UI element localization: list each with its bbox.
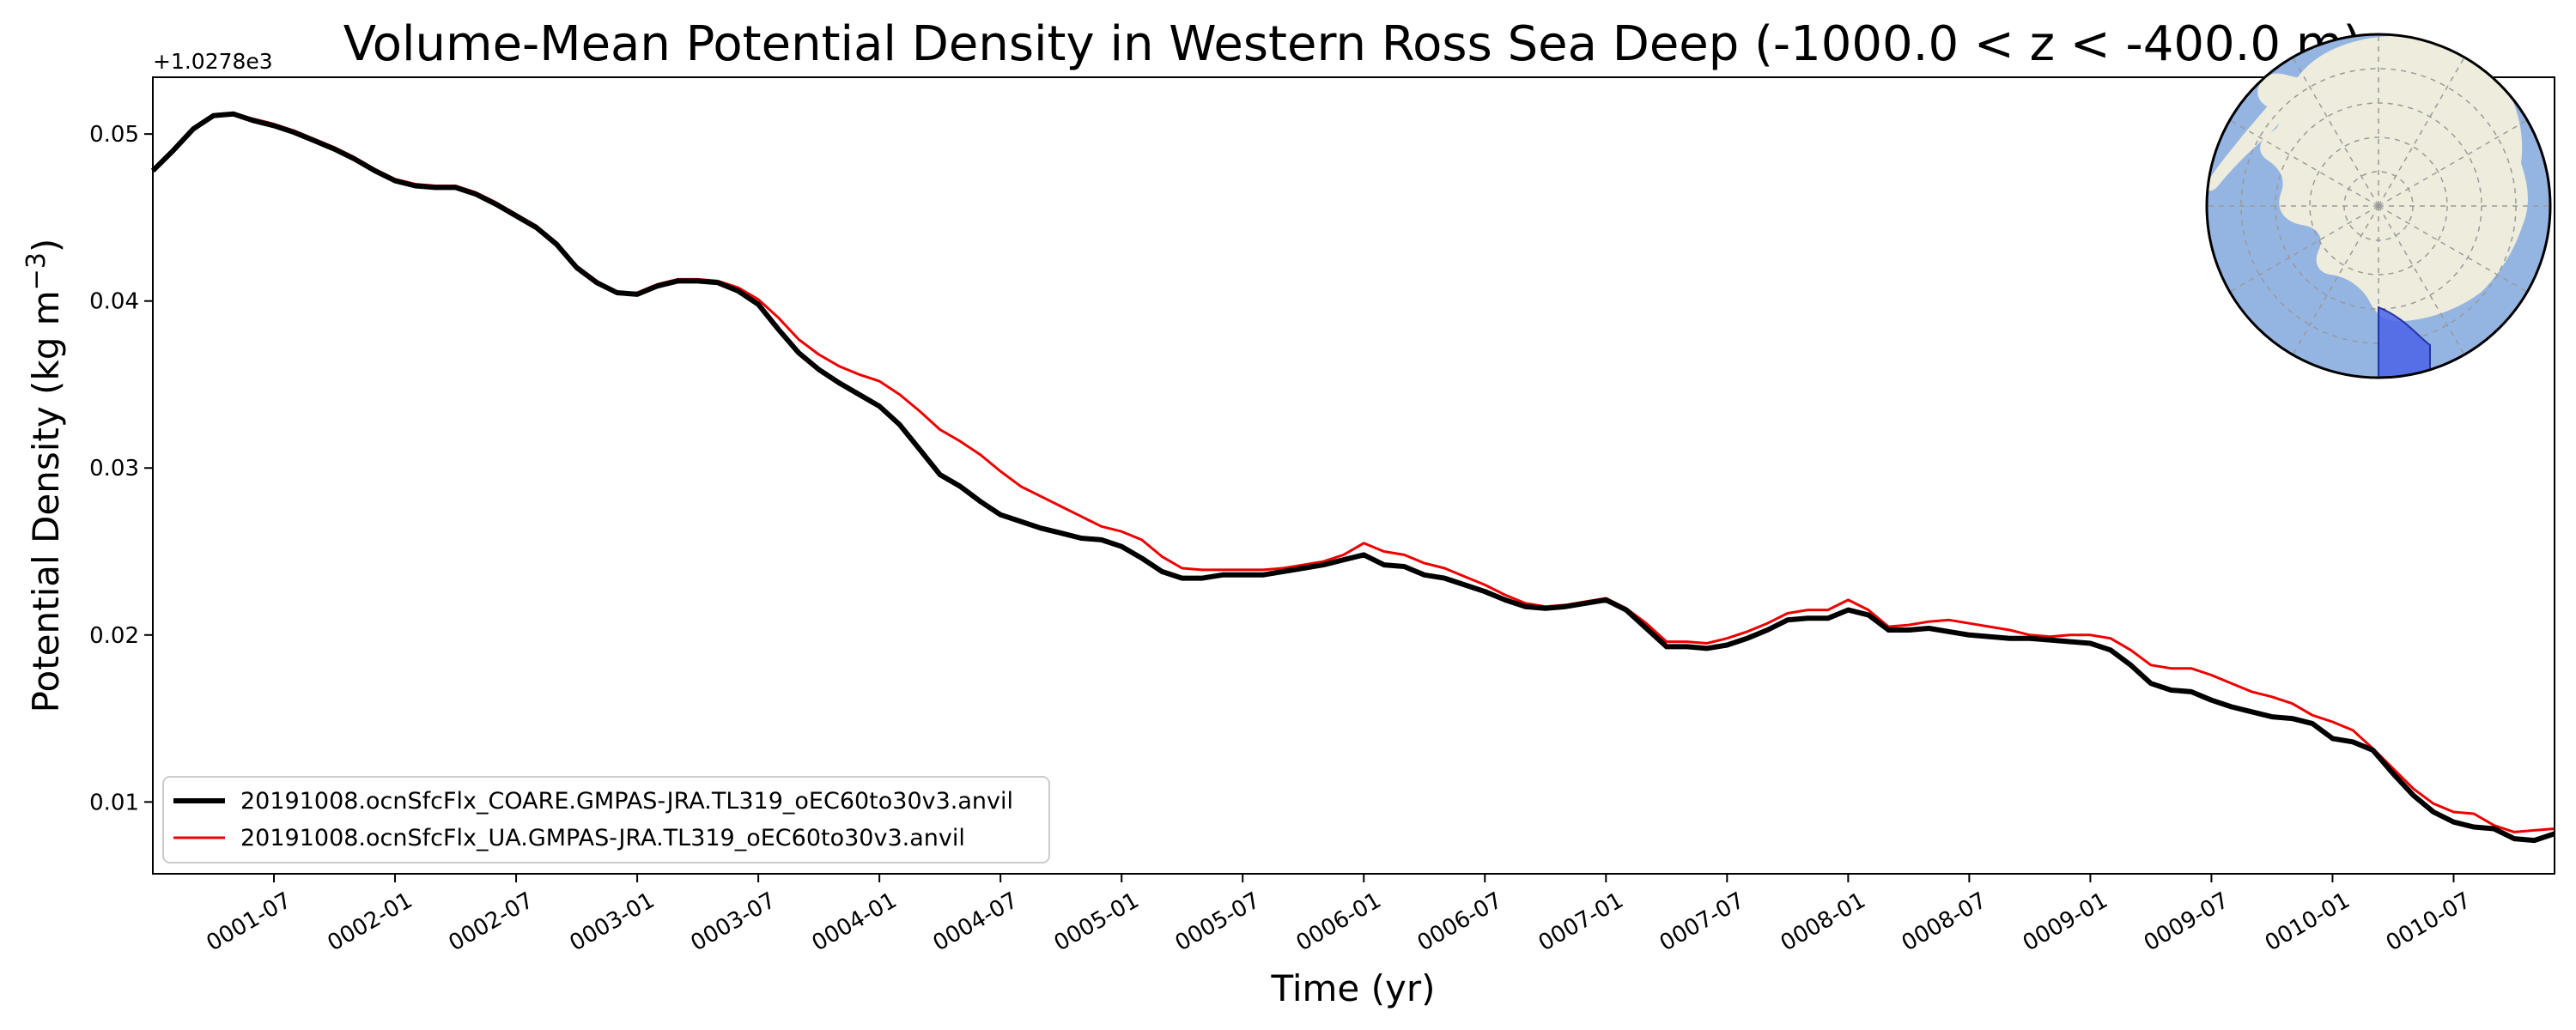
map-meridian-line xyxy=(2378,119,2528,207)
series-lines xyxy=(150,111,2555,844)
x-tick-label: 0005-01 xyxy=(1050,888,1144,956)
x-tick-label: 0007-07 xyxy=(1656,888,1749,956)
map-meridian-line xyxy=(2229,119,2379,207)
map-graticule xyxy=(2207,34,2550,378)
x-tick-label: 0004-01 xyxy=(808,888,902,956)
inset-map xyxy=(2205,33,2552,379)
x-axis-label-text: Time (yr) xyxy=(1270,967,1435,1009)
chart-title: Volume-Mean Potential Density in Western… xyxy=(343,16,2361,72)
x-tick-label: 0006-07 xyxy=(1413,888,1507,956)
map-border xyxy=(2205,33,2552,379)
map-meridian-line xyxy=(2292,205,2379,355)
y-tick-label: 0.05 xyxy=(89,122,139,148)
y-tick-label: 0.02 xyxy=(89,623,139,649)
x-tick-label: 0010-01 xyxy=(2261,888,2354,956)
series-line-coare xyxy=(150,111,2555,844)
x-tick-label: 0004-07 xyxy=(929,888,1023,956)
x-tick-label: 0001-07 xyxy=(202,888,295,956)
legend-label-ua: 20191008.ocnSfcFlx_UA.GMPAS-JRA.TL319_oE… xyxy=(240,825,965,851)
y-tick-label: 0.03 xyxy=(89,456,139,482)
plot-frame xyxy=(152,76,2555,875)
y-axis-label-suffix: ) xyxy=(25,239,67,252)
y-axis-ticks: 0.01 0.02 0.03 0.04 0.05 xyxy=(89,122,153,815)
x-axis-label: Time (yr) xyxy=(1270,967,1435,1009)
map-western-ross-sea-region xyxy=(2378,306,2431,378)
x-tick-label: 0008-01 xyxy=(1777,888,1870,956)
map-meridian-line xyxy=(2378,205,2528,293)
x-tick-label: 0009-07 xyxy=(2140,888,2233,956)
legend-box xyxy=(162,776,1050,863)
x-tick-label: 0006-01 xyxy=(1292,888,1386,956)
y-tick-label: 0.04 xyxy=(89,289,139,315)
x-axis-ticks: 0001-07 0002-01 0002-07 0003-01 0003-07 0004-… xyxy=(202,874,2476,956)
y-axis-label: Potential Density (kg m−3) xyxy=(21,239,67,713)
legend-label-coare: 20191008.ocnSfcFlx_COARE.GMPAS-JRA.TL319… xyxy=(240,788,1013,815)
map-antarctic-peninsula xyxy=(2207,82,2298,191)
map-meridian-line xyxy=(2292,57,2379,207)
map-meridian-line xyxy=(2378,205,2465,355)
x-tick-label: 0002-07 xyxy=(444,888,538,956)
y-tick-label: 0.01 xyxy=(89,790,139,815)
map-latitude-circle xyxy=(2309,136,2448,276)
x-tick-label: 0010-07 xyxy=(2382,888,2476,956)
map-meridian-line xyxy=(2229,205,2379,293)
x-tick-label: 0009-01 xyxy=(2019,888,2112,956)
y-axis-label-superscript: −3 xyxy=(21,252,52,290)
x-tick-label: 0002-01 xyxy=(323,888,416,956)
series-line-ua xyxy=(151,112,2555,833)
legend: 20191008.ocnSfcFlx_COARE.GMPAS-JRA.TL319… xyxy=(162,776,1050,863)
x-tick-label: 0003-07 xyxy=(687,888,781,956)
x-tick-label: 0005-07 xyxy=(1171,888,1265,956)
y-offset-text: +1.0278e3 xyxy=(153,49,273,74)
x-tick-label: 0007-01 xyxy=(1534,888,1628,956)
x-tick-label: 0003-01 xyxy=(566,888,659,956)
map-meridian-line xyxy=(2378,57,2465,207)
x-tick-label: 0008-07 xyxy=(1898,888,1991,956)
y-axis-label-text: Potential Density (kg m xyxy=(25,290,67,712)
